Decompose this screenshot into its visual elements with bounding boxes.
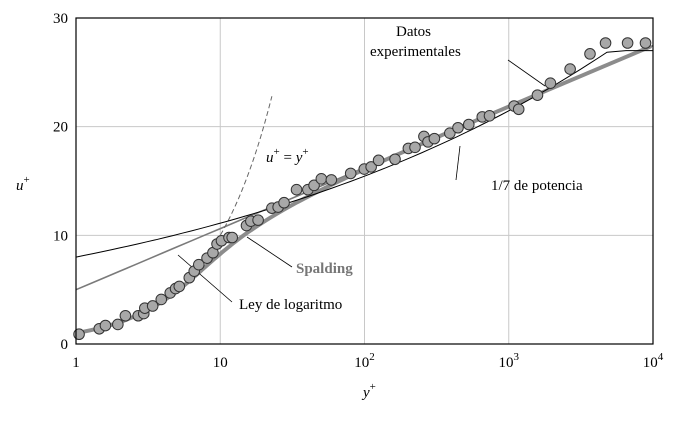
annotation-power-law: 1/7 de potencia <box>491 178 583 194</box>
annotation-leader-line <box>246 236 293 268</box>
experimental-points <box>73 37 652 341</box>
data-point <box>146 300 159 312</box>
data-point <box>173 280 186 293</box>
data-point <box>325 174 338 186</box>
data-point <box>462 118 475 131</box>
data-point <box>344 167 357 180</box>
y-axis-label: u+ <box>16 174 30 194</box>
annotation-log-law: Ley de logaritmo <box>239 297 342 313</box>
data-point <box>639 37 652 49</box>
data-point <box>372 154 385 167</box>
ticks: 1 10 102 103 104 0 10 20 30 <box>53 11 664 371</box>
annotation-leaders <box>177 59 546 303</box>
data-point <box>452 121 464 134</box>
data-point <box>252 214 264 226</box>
data-point <box>315 173 328 185</box>
data-point <box>155 293 168 306</box>
data-point <box>599 37 612 49</box>
y-tick-label: 30 <box>53 11 68 27</box>
x-tick-label: 103 <box>499 351 520 371</box>
data-point <box>365 161 377 173</box>
data-point <box>531 89 544 101</box>
data-point <box>73 328 85 341</box>
x-tick-label: 10 <box>213 355 228 371</box>
data-point <box>544 77 557 89</box>
data-point <box>99 319 112 332</box>
data-point <box>290 183 303 196</box>
y-tick-label: 0 <box>61 337 69 353</box>
x-axis-label: y+ <box>361 381 376 401</box>
x-tick-label: 104 <box>643 351 664 371</box>
data-point <box>192 258 205 271</box>
data-point <box>564 63 576 75</box>
y-tick-label: 20 <box>53 120 68 136</box>
data-point <box>409 141 421 154</box>
data-point <box>389 153 401 166</box>
data-point <box>119 309 132 322</box>
data-point <box>584 48 596 60</box>
data-point <box>278 196 290 209</box>
data-point <box>621 37 634 49</box>
annotation-leader-line <box>455 145 461 181</box>
annotation-leader-line <box>507 59 546 87</box>
annotation-linear-law: u+ = y+ <box>266 146 309 166</box>
x-tick-label: 102 <box>354 351 375 371</box>
data-point <box>308 179 320 192</box>
annotation-datos-line1: Datos <box>396 24 431 40</box>
data-point <box>428 132 441 145</box>
y-tick-label: 10 <box>53 228 68 244</box>
annotation-leader-line <box>177 254 233 303</box>
annotation-datos-line2: experimentales <box>370 44 461 60</box>
data-point <box>512 103 525 116</box>
plot-frame <box>75 17 654 345</box>
data-point <box>444 127 456 139</box>
data-point <box>483 110 496 122</box>
data-point <box>226 231 238 244</box>
x-tick-label: 1 <box>72 355 80 371</box>
data-point <box>112 318 124 331</box>
annotation-spalding: Spalding <box>296 261 353 277</box>
